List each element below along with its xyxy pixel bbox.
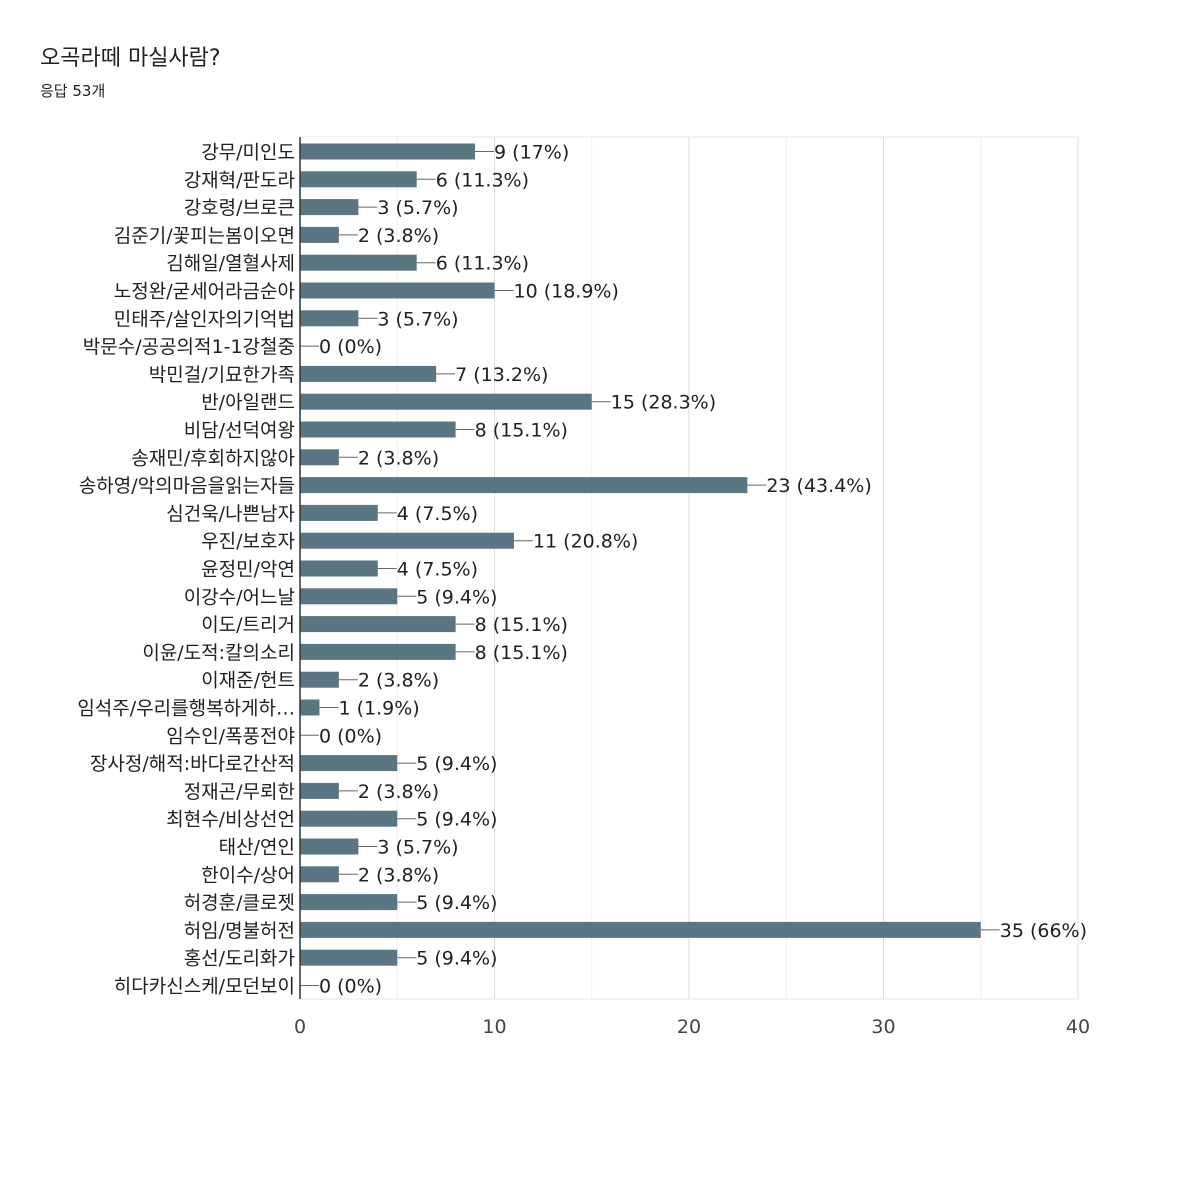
bar xyxy=(300,504,378,521)
data-label: 2 (3.8%) xyxy=(358,781,439,803)
data-label: 4 (7.5%) xyxy=(397,503,478,525)
data-label: 5 (9.4%) xyxy=(416,586,497,608)
bar xyxy=(300,560,378,577)
bar xyxy=(300,393,592,410)
category-label: 이재준/헌트 xyxy=(201,670,295,692)
category-label: 홍선/도리화가 xyxy=(184,948,295,970)
x-tick-label: 20 xyxy=(677,1016,701,1038)
category-label: 정재곤/무뢰한 xyxy=(184,781,295,803)
bar xyxy=(300,616,456,633)
category-label: 장사정/해적:바다로간산적 xyxy=(90,753,295,775)
category-label: 강호령/브로큰 xyxy=(184,197,295,219)
category-label: 심건욱/나쁜남자 xyxy=(166,503,295,525)
data-label: 3 (5.7%) xyxy=(377,308,458,330)
category-label: 강무/미인도 xyxy=(201,142,295,164)
data-label: 2 (3.8%) xyxy=(358,225,439,247)
category-label: 한이수/상어 xyxy=(201,864,295,886)
category-label: 비담/선덕여왕 xyxy=(184,420,295,442)
data-label: 6 (11.3%) xyxy=(436,253,529,275)
data-label: 3 (5.7%) xyxy=(377,197,458,219)
bar xyxy=(300,477,748,494)
category-label: 박문수/공공의적1-1강철중 xyxy=(83,336,295,358)
category-label: 이윤/도적:칼의소리 xyxy=(142,642,295,664)
bar xyxy=(300,671,339,688)
bar xyxy=(300,755,398,772)
category-label: 우진/보호자 xyxy=(201,531,295,553)
bar xyxy=(300,810,398,827)
bar xyxy=(300,782,339,799)
data-label: 0 (0%) xyxy=(319,336,382,358)
category-label: 윤정민/악연 xyxy=(201,559,295,581)
bar xyxy=(300,199,359,216)
category-label: 이도/트리거 xyxy=(201,614,295,636)
category-label: 강재혁/판도라 xyxy=(184,169,295,191)
data-label: 5 (9.4%) xyxy=(416,948,497,970)
data-label: 5 (9.4%) xyxy=(416,753,497,775)
bar xyxy=(300,643,456,660)
category-label: 민태주/살인자의기억법 xyxy=(114,308,295,330)
bar xyxy=(300,365,437,382)
data-label: 7 (13.2%) xyxy=(455,364,548,386)
category-label: 태산/연인 xyxy=(219,837,295,859)
bar xyxy=(300,171,417,188)
category-label: 허경훈/클로젯 xyxy=(184,892,295,914)
x-tick-label: 10 xyxy=(482,1016,506,1038)
bar xyxy=(300,532,514,549)
data-label: 2 (3.8%) xyxy=(358,864,439,886)
data-label: 11 (20.8%) xyxy=(533,531,638,553)
data-label: 5 (9.4%) xyxy=(416,809,497,831)
bar xyxy=(300,449,339,466)
category-label: 이강수/어느날 xyxy=(184,586,295,608)
data-label: 5 (9.4%) xyxy=(416,892,497,914)
data-label: 10 (18.9%) xyxy=(514,281,619,303)
x-tick-label: 0 xyxy=(294,1016,306,1038)
bar xyxy=(300,143,476,160)
data-label: 2 (3.8%) xyxy=(358,670,439,692)
category-label: 박민걸/기묘한가족 xyxy=(149,364,295,386)
bar xyxy=(300,421,456,438)
data-label: 3 (5.7%) xyxy=(377,837,458,859)
bar xyxy=(300,254,417,271)
data-label: 8 (15.1%) xyxy=(475,614,568,636)
category-label: 반/아일랜드 xyxy=(201,392,295,414)
bar xyxy=(300,310,359,327)
bar xyxy=(300,699,320,716)
bar xyxy=(300,838,359,855)
chart-title: 오곡라떼 마실사람? xyxy=(40,46,221,71)
x-tick-label: 40 xyxy=(1066,1016,1090,1038)
data-label: 8 (15.1%) xyxy=(475,642,568,664)
category-label: 송재민/후회하지않아 xyxy=(131,447,295,469)
category-label: 송하영/악의마음을읽는자들 xyxy=(79,475,295,497)
data-label: 0 (0%) xyxy=(319,976,382,998)
bar xyxy=(300,894,398,911)
data-label: 15 (28.3%) xyxy=(611,392,716,414)
data-label: 9 (17%) xyxy=(494,142,569,164)
data-label: 8 (15.1%) xyxy=(475,420,568,442)
x-tick-label: 30 xyxy=(871,1016,895,1038)
category-label: 임수인/폭풍전야 xyxy=(166,725,295,747)
bar xyxy=(300,949,398,966)
data-label: 6 (11.3%) xyxy=(436,169,529,191)
category-label: 허임/명불허전 xyxy=(184,920,295,942)
data-label: 4 (7.5%) xyxy=(397,559,478,581)
data-label: 2 (3.8%) xyxy=(358,447,439,469)
response-count: 응답 53개 xyxy=(40,82,106,100)
category-label: 김준기/꽃피는봄이오면 xyxy=(114,225,295,247)
bar xyxy=(300,588,398,605)
bar xyxy=(300,226,339,243)
category-label: 히다카신스케/모던보이 xyxy=(114,976,295,998)
bar xyxy=(300,921,981,938)
data-label: 35 (66%) xyxy=(1000,920,1087,942)
bar xyxy=(300,866,339,883)
bar xyxy=(300,282,495,299)
category-label: 임석주/우리를행복하게하… xyxy=(77,698,295,720)
category-label: 김해일/열혈사제 xyxy=(166,253,295,275)
category-label: 노정완/굳세어라금순아 xyxy=(114,281,295,303)
data-label: 0 (0%) xyxy=(319,725,382,747)
data-label: 1 (1.9%) xyxy=(338,698,419,720)
data-label: 23 (43.4%) xyxy=(766,475,871,497)
category-label: 최현수/비상선언 xyxy=(166,809,295,831)
